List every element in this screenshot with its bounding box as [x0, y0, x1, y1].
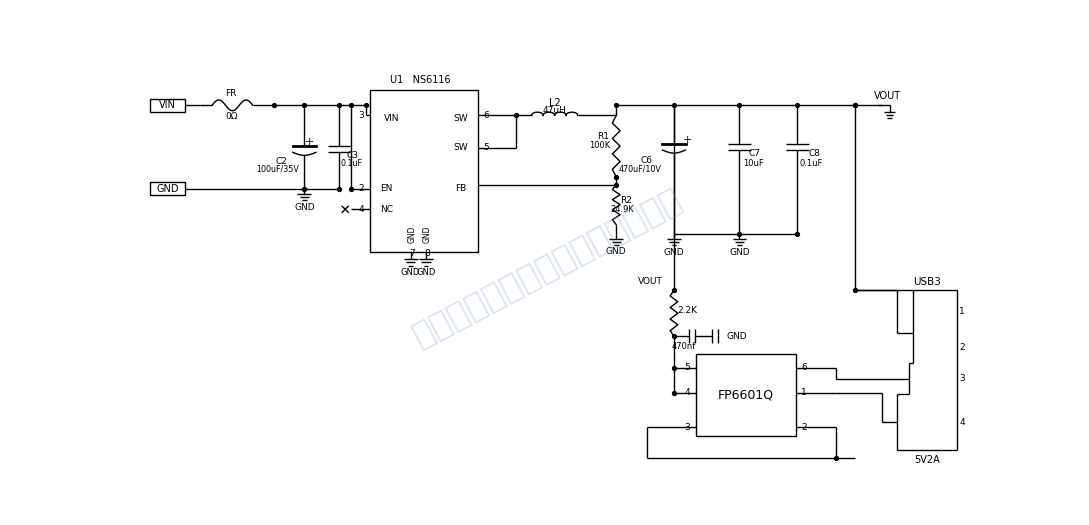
Text: 2: 2 — [802, 423, 807, 432]
Bar — [150, 182, 185, 195]
Text: VOUT: VOUT — [637, 277, 662, 286]
Text: 470nf: 470nf — [672, 342, 696, 351]
Text: 2: 2 — [358, 184, 364, 193]
Text: +: + — [683, 135, 693, 145]
Text: 10uF: 10uF — [743, 159, 763, 167]
Text: GND: GND — [424, 225, 432, 243]
Text: VOUT: VOUT — [874, 91, 902, 101]
Text: U1   NS6116: U1 NS6116 — [390, 75, 450, 85]
Text: 2.2K: 2.2K — [677, 307, 697, 316]
Text: 0Ω: 0Ω — [225, 112, 237, 121]
Text: 3: 3 — [358, 111, 364, 120]
Text: 470uF/10V: 470uF/10V — [619, 165, 661, 174]
Text: GND: GND — [416, 268, 436, 277]
Text: R2: R2 — [621, 195, 633, 205]
Text: 深圳市百盈新纪元半导体有限公司: 深圳市百盈新纪元半导体有限公司 — [407, 182, 687, 352]
Text: GND: GND — [605, 247, 626, 256]
Text: 5: 5 — [684, 363, 690, 372]
Text: 5: 5 — [484, 143, 489, 152]
Text: 2: 2 — [959, 343, 965, 352]
Text: 4: 4 — [684, 388, 690, 397]
Text: SW: SW — [453, 114, 468, 123]
Text: GND: GND — [401, 268, 420, 277]
Bar — [370, 90, 478, 251]
Text: C7: C7 — [749, 149, 761, 159]
Text: L2: L2 — [549, 98, 561, 108]
Text: FR: FR — [225, 89, 237, 98]
Text: GND: GND — [726, 332, 747, 341]
Text: 8: 8 — [425, 249, 430, 258]
Text: GND: GND — [663, 248, 684, 257]
Text: 4: 4 — [358, 205, 364, 214]
Text: 4: 4 — [959, 418, 965, 427]
Text: 3: 3 — [684, 423, 690, 432]
Text: GND: GND — [730, 248, 749, 257]
Text: C6: C6 — [640, 156, 652, 165]
Text: 7: 7 — [409, 249, 415, 258]
Text: 6: 6 — [802, 363, 807, 372]
Text: 1: 1 — [959, 307, 965, 316]
Text: VIN: VIN — [159, 100, 175, 110]
Text: C2: C2 — [276, 157, 287, 166]
Text: 0.1uF: 0.1uF — [341, 159, 363, 167]
Text: 100K: 100K — [589, 141, 611, 150]
Bar — [696, 354, 796, 436]
Text: FP6601Q: FP6601Q — [718, 388, 773, 402]
Text: FB: FB — [455, 184, 466, 193]
Text: GND: GND — [407, 225, 417, 243]
Text: +: + — [305, 138, 315, 148]
Text: 0.1uF: 0.1uF — [799, 159, 823, 167]
Text: GND: GND — [156, 184, 179, 194]
Text: C3: C3 — [347, 151, 359, 160]
Text: 24.9K: 24.9K — [611, 205, 635, 214]
Text: VIN: VIN — [383, 114, 400, 123]
Text: 1: 1 — [802, 388, 807, 397]
Text: 100uF/35V: 100uF/35V — [256, 165, 298, 174]
Bar — [150, 99, 185, 112]
Text: C8: C8 — [808, 149, 820, 159]
Text: 5V2A: 5V2A — [914, 455, 940, 465]
Text: 47uH: 47uH — [542, 106, 566, 116]
Text: GND: GND — [294, 203, 315, 212]
Text: 6: 6 — [484, 111, 489, 120]
Text: R1: R1 — [597, 132, 609, 141]
Text: 3: 3 — [959, 374, 965, 383]
Text: SW: SW — [453, 143, 468, 152]
Text: EN: EN — [380, 184, 393, 193]
Text: USB3: USB3 — [913, 277, 941, 287]
Text: NC: NC — [380, 205, 393, 214]
